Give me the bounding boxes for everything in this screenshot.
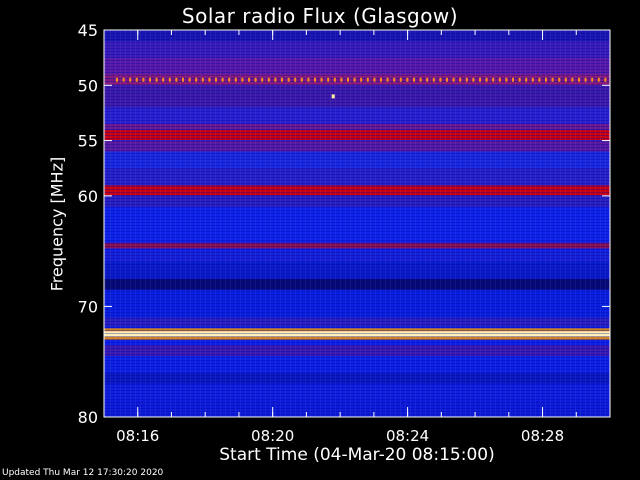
- burst-dot: [452, 77, 455, 82]
- burst-dot: [175, 77, 178, 82]
- plot-frame: [103, 29, 611, 418]
- x-axis-label: Start Time (04-Mar-20 08:15:00): [219, 445, 495, 465]
- burst-dot: [333, 77, 336, 82]
- burst-dot: [320, 77, 323, 82]
- burst-dot: [498, 77, 501, 82]
- burst-dot: [149, 77, 151, 82]
- burst-dot: [426, 77, 429, 82]
- burst-dot: [512, 77, 514, 82]
- burst-dot: [525, 77, 528, 82]
- burst-dot: [373, 77, 376, 82]
- burst-dot: [439, 77, 442, 82]
- burst-dot: [432, 77, 435, 82]
- burst-dot: [135, 77, 138, 82]
- burst-dot: [281, 77, 283, 82]
- burst-dot: [406, 77, 409, 82]
- burst-dot: [551, 77, 554, 82]
- update-timestamp: Updated Thu Mar 12 17:30:20 2020: [2, 468, 164, 478]
- burst-dot: [531, 77, 534, 82]
- burst-dot: [228, 77, 231, 82]
- burst-dot: [287, 77, 290, 82]
- y-tick-label: 80: [78, 408, 98, 427]
- burst-dot: [142, 77, 145, 82]
- burst-dot: [347, 77, 349, 82]
- burst-dot: [241, 77, 244, 82]
- x-tick-label: 08:16: [116, 427, 159, 445]
- burst-dot: [446, 77, 448, 82]
- y-tick-label: 45: [78, 21, 98, 40]
- burst-dot: [578, 77, 580, 82]
- y-tick-label: 50: [78, 76, 98, 95]
- x-tick-label: 08:24: [386, 427, 429, 445]
- burst-dot: [413, 77, 415, 82]
- burst-dot: [182, 77, 184, 82]
- burst-dot: [201, 77, 204, 82]
- burst-dot: [267, 77, 270, 82]
- burst-dot: [340, 77, 343, 82]
- burst-dot: [261, 77, 264, 82]
- burst-dot: [300, 77, 303, 82]
- burst-dot: [518, 77, 521, 82]
- burst-dot: [419, 77, 422, 82]
- burst-dot: [545, 77, 547, 82]
- burst-dot: [274, 77, 277, 82]
- burst-dot: [479, 77, 481, 82]
- burst-dot: [360, 77, 363, 82]
- y-axis: 45 50 55 60 70 80: [78, 21, 610, 427]
- burst-markers: [116, 77, 607, 99]
- burst-dot: [208, 77, 211, 82]
- chart-title: Solar radio Flux (Glasgow): [181, 4, 459, 28]
- burst-dot: [215, 77, 217, 82]
- burst-dot: [248, 77, 250, 82]
- x-tick-label: 08:20: [251, 427, 294, 445]
- burst-dot: [122, 77, 125, 82]
- burst-dot: [597, 77, 600, 82]
- burst-dot: [465, 77, 468, 82]
- burst-dot: [188, 77, 191, 82]
- burst-dot: [353, 77, 356, 82]
- burst-dot: [459, 77, 462, 82]
- burst-dot: [604, 77, 607, 82]
- burst-dot: [505, 77, 508, 82]
- burst-dot: [558, 77, 561, 82]
- burst-dot: [168, 77, 171, 82]
- burst-dot: [584, 77, 587, 82]
- burst-dot: [380, 77, 382, 82]
- burst-dot: [591, 77, 594, 82]
- y-tick-label: 60: [78, 187, 98, 206]
- y-axis-label: Frequency [MHz]: [47, 156, 67, 292]
- burst-dot: [386, 77, 389, 82]
- burst-dot: [116, 77, 118, 82]
- burst-dot: [492, 77, 495, 82]
- burst-dot: [195, 77, 198, 82]
- x-tick-label: 08:28: [521, 427, 564, 445]
- burst-dot: [571, 77, 574, 82]
- burst-dot: [564, 77, 567, 82]
- burst-dot: [331, 94, 335, 99]
- burst-dot: [155, 77, 158, 82]
- burst-dot: [254, 77, 257, 82]
- burst-dot: [399, 77, 402, 82]
- burst-dot: [472, 77, 475, 82]
- burst-dot: [307, 77, 310, 82]
- x-axis: 08:16 08:20 08:24 08:28: [103, 30, 611, 445]
- y-tick-label: 55: [78, 132, 98, 151]
- burst-dot: [162, 77, 165, 82]
- burst-dot: [538, 77, 541, 82]
- burst-dot: [314, 77, 316, 82]
- burst-dot: [294, 77, 297, 82]
- burst-dot: [393, 77, 396, 82]
- burst-dot: [221, 77, 224, 82]
- burst-dot: [327, 77, 330, 82]
- burst-dot: [366, 77, 369, 82]
- burst-dot: [234, 77, 237, 82]
- burst-dot: [129, 77, 132, 82]
- burst-dot: [485, 77, 488, 82]
- y-tick-label: 70: [78, 297, 98, 316]
